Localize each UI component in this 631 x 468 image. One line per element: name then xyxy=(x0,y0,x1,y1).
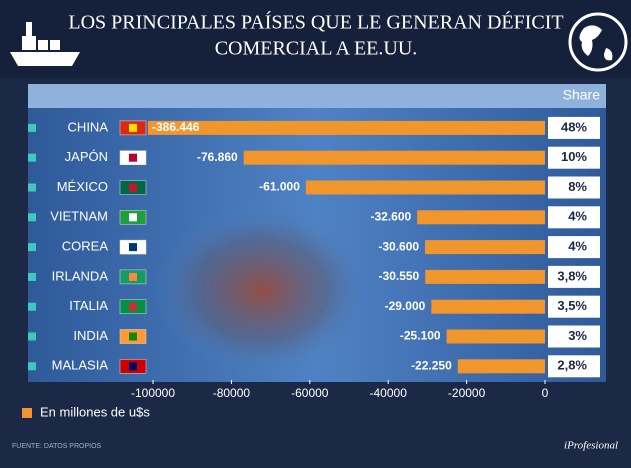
value-label: -386.446 xyxy=(152,120,200,134)
category-label: JAPÓN xyxy=(65,149,108,164)
flag-detail xyxy=(129,183,137,192)
x-tick-label: -80000 xyxy=(213,386,251,400)
flag-detail xyxy=(129,153,137,162)
bar xyxy=(425,240,545,255)
share-label: 2,8% xyxy=(557,358,587,373)
category-label: INDIA xyxy=(73,328,108,343)
bar xyxy=(446,329,545,344)
share-label: 48% xyxy=(561,119,587,134)
share-label: 3,8% xyxy=(557,268,587,283)
value-label: -25.100 xyxy=(400,329,441,343)
share-cell xyxy=(548,116,600,139)
category-label: MÉXICO xyxy=(57,179,108,194)
share-cell xyxy=(548,265,600,288)
share-label: 8% xyxy=(568,179,587,194)
row-marker xyxy=(28,332,36,341)
value-label: -22.250 xyxy=(411,358,452,372)
share-cell xyxy=(548,236,600,259)
row-marker xyxy=(28,213,36,222)
legend-label: En millones de u$s xyxy=(40,404,150,419)
value-label: -30.550 xyxy=(379,269,420,283)
category-label: VIETNAM xyxy=(50,209,108,224)
legend-swatch xyxy=(22,408,32,418)
category-label: MALASIA xyxy=(52,358,109,373)
x-tick-label: 0 xyxy=(542,386,549,400)
plot xyxy=(148,120,545,374)
share-label: 4% xyxy=(568,209,587,224)
bar xyxy=(457,359,545,374)
share-header: Share xyxy=(563,87,601,103)
header-bar xyxy=(28,84,606,108)
share-cell xyxy=(548,176,600,199)
flag-detail xyxy=(129,213,137,222)
flag-detail xyxy=(129,123,137,132)
bar xyxy=(148,120,545,135)
share-label: 3,5% xyxy=(557,298,587,313)
share-cell xyxy=(548,146,600,169)
title-line: LOS PRINCIPALES PAÍSES QUE LE GENERAN DÉ… xyxy=(68,11,563,34)
value-label: -29.000 xyxy=(385,299,426,313)
share-label: 4% xyxy=(568,239,587,254)
share-cell xyxy=(548,355,600,378)
bar xyxy=(417,210,545,225)
category-label: CHINA xyxy=(68,119,109,134)
flag-detail xyxy=(129,272,137,281)
title-band xyxy=(0,0,631,78)
row-marker xyxy=(28,243,36,252)
row-marker xyxy=(28,123,36,132)
category-label: COREA xyxy=(62,239,109,254)
category-label: ITALIA xyxy=(69,298,108,313)
row-marker xyxy=(28,362,36,371)
row-marker xyxy=(28,272,36,281)
row-marker xyxy=(28,302,36,311)
share-label: 3% xyxy=(568,328,587,343)
source: FUENTE: DATOS PROPIOS xyxy=(12,443,102,450)
share-label: 10% xyxy=(561,149,587,164)
row-marker xyxy=(28,153,36,162)
photo-background xyxy=(152,205,372,375)
value-label: -30.600 xyxy=(378,239,419,253)
value-label: -61.000 xyxy=(259,180,300,194)
category-label: IRLANDA xyxy=(52,268,109,283)
row-marker xyxy=(28,183,36,192)
flag-detail xyxy=(129,302,137,311)
x-tick-label: -20000 xyxy=(448,386,486,400)
bar xyxy=(425,269,545,284)
brand: iProfesional xyxy=(564,440,618,452)
bar xyxy=(431,299,545,314)
bar xyxy=(243,150,545,165)
flag-detail xyxy=(129,243,137,252)
flag-detail xyxy=(129,332,137,341)
share-cell xyxy=(548,295,600,318)
ship-icon xyxy=(10,22,80,66)
flag-detail xyxy=(129,362,137,371)
x-tick-label: -60000 xyxy=(291,386,329,400)
x-tick-label: -40000 xyxy=(370,386,408,400)
bar xyxy=(305,180,545,195)
globe-icon xyxy=(568,12,628,72)
value-label: -32.600 xyxy=(371,209,412,223)
value-label: -76.860 xyxy=(197,150,238,164)
share-cell xyxy=(548,206,600,229)
title-line: COMERCIAL A EE.UU. xyxy=(215,38,418,60)
x-tick-label: -100000 xyxy=(131,386,175,400)
share-cell xyxy=(548,325,600,348)
